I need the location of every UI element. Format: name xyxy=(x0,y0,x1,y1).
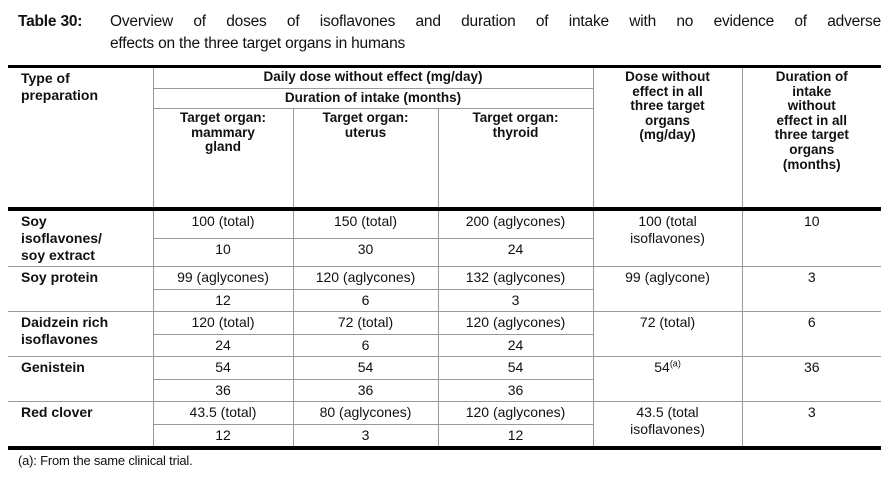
cell-dose-mammary: 99 (aglycones) xyxy=(152,265,294,290)
cell-dose-mammary: 43.5 (total) xyxy=(152,400,294,425)
cell-duration-mammary: 12 xyxy=(152,288,294,312)
cell-dose-thyroid: 54 xyxy=(437,355,594,380)
cell-duration-uterus: 30 xyxy=(292,237,439,267)
cell-dose-mammary: 100 (total) xyxy=(152,208,294,239)
cell-preparation: Soy protein xyxy=(8,265,154,312)
cell-duration-thyroid: 24 xyxy=(437,333,594,357)
cell-preparation: Daidzein rich isoflavones xyxy=(8,310,154,357)
table-caption-label: Table 30: xyxy=(18,13,83,30)
table-row: 10 30 24 xyxy=(8,237,881,267)
cell-dose-uterus: 54 xyxy=(292,355,439,380)
header-duration-all-organs: Duration of intake without effect in all… xyxy=(741,65,882,211)
header-type-of-preparation: Type of preparation xyxy=(8,65,154,211)
cell-duration-uterus: 6 xyxy=(292,288,439,312)
cell-duration-all-organs: 3 xyxy=(741,400,882,450)
cell-dose-uterus: 120 (aglycones) xyxy=(292,265,439,290)
footnote-marker: (a) xyxy=(669,357,681,368)
table-row: 36 36 36 xyxy=(8,378,881,402)
cell-dose-all-organs: 99 (aglycone) xyxy=(592,265,743,312)
cell-duration-all-organs: 36 xyxy=(741,355,882,402)
cell-dose-all-organs: 100 (total isoflavones) xyxy=(592,208,743,267)
header-daily-dose-group: Daily dose without effect (mg/day) xyxy=(152,65,594,89)
table-row: Red clover 43.5 (total) 80 (aglycones) 1… xyxy=(8,400,882,450)
cell-dose-all-organs: 54(a) xyxy=(592,355,743,402)
table-caption-line1: Overview of doses of isoflavones and dur… xyxy=(110,13,881,30)
isoflavone-doses-table: Type of preparation Daily dose without e… xyxy=(8,65,882,450)
cell-duration-uterus: 3 xyxy=(292,423,439,450)
dose-all-organs-value: 43.5 (total isoflavones) xyxy=(630,403,705,437)
table-row: 12 6 3 xyxy=(8,288,881,312)
header-target-organ-uterus: Target organ: uterus xyxy=(292,108,439,211)
table-row: Soy protein 99 (aglycones) 120 (aglycone… xyxy=(8,265,882,312)
cell-dose-thyroid: 120 (aglycones) xyxy=(437,310,594,335)
table-row: Soy isoflavones/ soy extract 100 (total)… xyxy=(8,208,882,267)
cell-dose-uterus: 72 (total) xyxy=(292,310,439,335)
cell-dose-uterus: 150 (total) xyxy=(292,208,439,239)
cell-dose-uterus: 80 (aglycones) xyxy=(292,400,439,425)
cell-duration-uterus: 6 xyxy=(292,333,439,357)
cell-duration-uterus: 36 xyxy=(292,378,439,402)
cell-dose-thyroid: 200 (aglycones) xyxy=(437,208,594,239)
cell-dose-thyroid: 120 (aglycones) xyxy=(437,400,594,425)
dose-all-organs-value: 72 (total) xyxy=(639,313,696,330)
cell-duration-mammary: 36 xyxy=(152,378,294,402)
cell-duration-thyroid: 3 xyxy=(437,288,594,312)
header-dose-all-organs: Dose without effect in all three target … xyxy=(592,65,743,211)
table-caption-line2: effects on the three target organs in hu… xyxy=(110,35,406,52)
table-caption-text: Overview of doses of isoflavones and dur… xyxy=(110,11,881,55)
cell-preparation: Genistein xyxy=(8,355,154,402)
cell-dose-mammary: 54 xyxy=(152,355,294,380)
cell-duration-all-organs: 10 xyxy=(741,208,882,267)
cell-duration-mammary: 10 xyxy=(152,237,294,267)
table-row: 12 3 12 xyxy=(8,423,881,450)
dose-all-organs-value: 54 xyxy=(654,358,670,375)
cell-duration-thyroid: 12 xyxy=(437,423,594,450)
dose-all-organs-value: 100 (total isoflavones) xyxy=(630,212,705,246)
table-caption: Table 30: Overview of doses of isoflavon… xyxy=(0,0,889,55)
header-target-organ-mammary: Target organ: mammary gland xyxy=(152,108,294,211)
cell-duration-mammary: 12 xyxy=(152,423,294,450)
cell-duration-thyroid: 24 xyxy=(437,237,594,267)
cell-duration-all-organs: 3 xyxy=(741,265,882,312)
cell-duration-mammary: 24 xyxy=(152,333,294,357)
cell-dose-all-organs: 72 (total) xyxy=(592,310,743,357)
header-target-organ-thyroid: Target organ: thyroid xyxy=(437,108,594,211)
cell-dose-mammary: 120 (total) xyxy=(152,310,294,335)
cell-duration-all-organs: 6 xyxy=(741,310,882,357)
table-footnote: (a): From the same clinical trial. xyxy=(18,452,193,468)
header-duration-of-intake-group: Duration of intake (months) xyxy=(152,88,594,109)
cell-preparation: Red clover xyxy=(8,400,154,450)
table-row: Daidzein rich isoflavones 120 (total) 72… xyxy=(8,310,882,357)
table-row: Genistein 54 54 54 54(a) 36 xyxy=(8,355,882,402)
cell-duration-thyroid: 36 xyxy=(437,378,594,402)
dose-all-organs-value: 99 (aglycone) xyxy=(625,268,710,285)
cell-dose-all-organs: 43.5 (total isoflavones) xyxy=(592,400,743,450)
cell-preparation: Soy isoflavones/ soy extract xyxy=(8,208,154,267)
cell-dose-thyroid: 132 (aglycones) xyxy=(437,265,594,290)
